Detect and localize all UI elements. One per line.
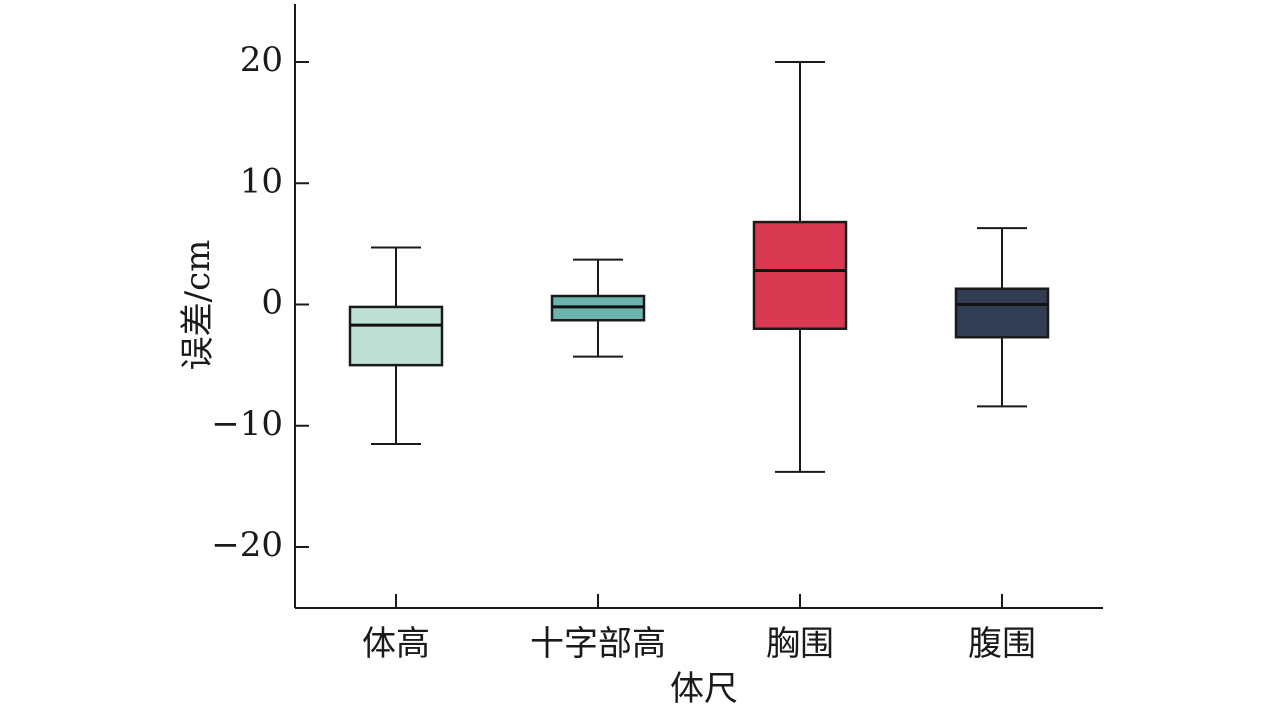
box-2 <box>550 258 646 358</box>
box-3 <box>752 61 848 473</box>
y-tick-label: −10 <box>211 404 283 444</box>
iqr-box <box>752 220 848 330</box>
x-tick-label: 十字部高 <box>530 624 666 664</box>
axes <box>294 4 1103 609</box>
y-axis-title: 误差/cm <box>178 240 218 371</box>
boxes <box>348 61 1050 473</box>
x-axis-title: 体尺 <box>670 669 738 709</box>
x-tick-label: 胸围 <box>766 624 834 664</box>
iqr-box <box>348 305 444 367</box>
x-ticks: 体高 十字部高 胸围 腹围 <box>362 594 1036 664</box>
x-tick-label: 体高 <box>362 624 430 664</box>
y-tick-label: 20 <box>240 40 283 80</box>
iqr-box <box>954 287 1050 339</box>
box-1 <box>348 246 444 445</box>
box-4 <box>954 227 1050 408</box>
x-tick-label: 腹围 <box>968 624 1036 664</box>
y-tick-label: −20 <box>211 525 283 565</box>
y-tick-label: 0 <box>261 283 283 323</box>
y-ticks: 20 10 0 −10 −20 <box>211 40 309 565</box>
y-tick-label: 10 <box>240 161 283 201</box>
